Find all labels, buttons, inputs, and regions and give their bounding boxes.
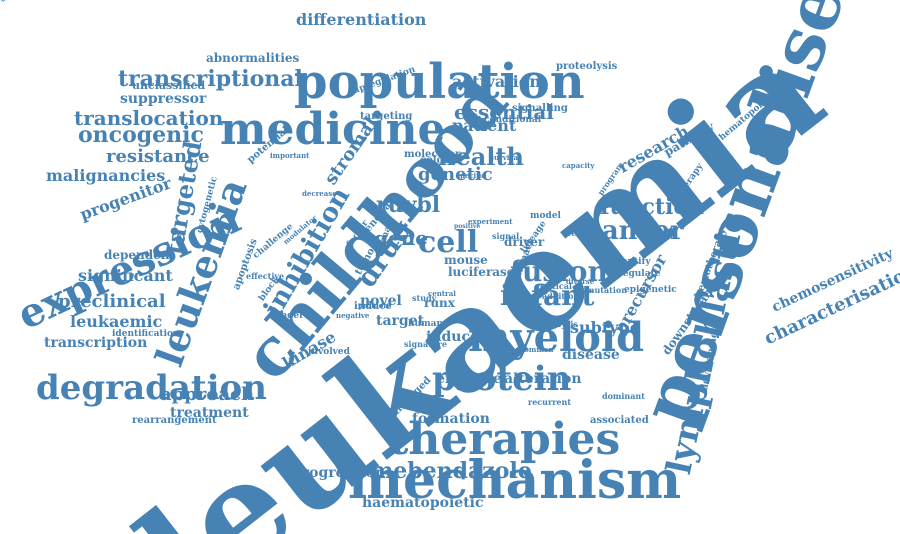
word-stress: stress: [0, 0, 16, 3]
word-targeting: targeting: [360, 112, 412, 122]
word-recurrent: recurrent: [528, 398, 571, 406]
word-resistance: resistance: [106, 148, 210, 166]
word-signalling: signalling: [512, 104, 568, 114]
word-colony: colony: [420, 156, 456, 166]
word-addition: addition: [542, 292, 579, 300]
word-mouse: mouse: [444, 254, 488, 266]
word-approach: approach: [160, 386, 254, 404]
word-epigenetic: epigenetic: [624, 286, 677, 295]
word-abnormalities: abnormalities: [206, 52, 299, 64]
word-negative: negative: [336, 312, 369, 319]
word-several: several: [566, 230, 602, 239]
word-disease: disease: [562, 348, 620, 362]
word-mutation: mutation: [586, 286, 627, 294]
word-common: common: [520, 346, 554, 353]
word-formation: formation: [412, 412, 490, 426]
word-mebendazole: mebendazole: [370, 460, 532, 482]
word-dependent: dependent: [104, 249, 175, 261]
word-capacity: capacity: [562, 162, 594, 169]
word-suppressor: suppressor: [120, 92, 206, 106]
word-specific: specific: [456, 172, 486, 179]
word-population: population: [294, 58, 585, 106]
word-decrease: decrease: [302, 190, 337, 197]
word-rearrangement: rearrangement: [132, 416, 217, 426]
word-preclinical: preclinical: [58, 293, 166, 311]
word-promote: promote: [358, 302, 391, 309]
word-translocation: translocation: [74, 108, 223, 128]
word-positive: positive: [454, 224, 480, 230]
word-signal: signal: [492, 232, 519, 240]
word-alteration: alteration: [504, 372, 582, 386]
word-activation: activation: [452, 74, 541, 90]
word-analysis: analysis: [542, 320, 578, 328]
word-identify: identify: [612, 258, 651, 267]
word-enhance: enhance: [436, 372, 502, 386]
word-haematopoietic: haematopoietic: [362, 496, 484, 510]
word-progression: progression: [292, 466, 385, 480]
word-survival: survival: [490, 154, 521, 161]
word-significant: significant: [78, 268, 173, 284]
word-luciferase: luciferase: [448, 266, 514, 278]
word-human: human: [408, 320, 443, 329]
word-diverse: diverse: [566, 278, 594, 285]
word-regulate: regulate: [618, 270, 660, 279]
word-apoptosis: apoptosis: [232, 238, 260, 292]
word-signature: signature: [404, 340, 447, 348]
word-arhgef: arhgef: [270, 312, 303, 321]
word-involved: involved: [308, 348, 350, 357]
word-conditional: conditional: [484, 116, 541, 125]
word-differentiation: differentiation: [296, 12, 426, 28]
word-identification: identification: [112, 330, 180, 339]
word-central: central: [428, 290, 456, 297]
word-model: model: [530, 212, 561, 221]
word-associated: associated: [590, 416, 649, 426]
word-unclassified: unclassified: [132, 80, 205, 91]
word-proteolysis: proteolysis: [556, 62, 617, 72]
word-function: function: [600, 196, 704, 218]
word-leukaemic: leukaemic: [70, 314, 162, 330]
word-dominant: dominant: [602, 392, 645, 400]
word-important: important: [270, 152, 309, 159]
